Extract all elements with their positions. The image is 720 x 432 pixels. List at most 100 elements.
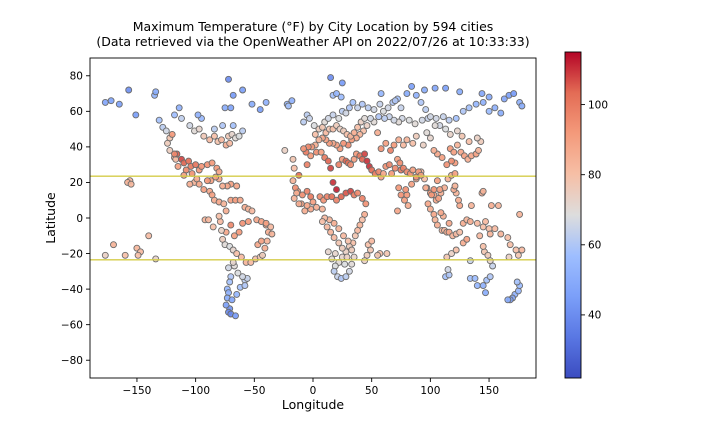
data-point bbox=[342, 109, 350, 117]
data-point bbox=[453, 141, 461, 149]
data-point bbox=[475, 146, 482, 154]
data-point bbox=[341, 260, 349, 268]
data-point bbox=[225, 75, 232, 83]
data-point bbox=[391, 164, 399, 172]
data-point bbox=[443, 161, 451, 169]
data-point bbox=[342, 273, 350, 281]
data-point bbox=[115, 100, 123, 108]
data-point bbox=[486, 273, 494, 281]
data-point bbox=[358, 100, 366, 108]
x-tick-label: 50 bbox=[365, 385, 378, 397]
data-point bbox=[513, 278, 521, 286]
data-point bbox=[473, 134, 481, 142]
data-point bbox=[453, 127, 461, 135]
data-point bbox=[303, 187, 311, 195]
data-point bbox=[328, 255, 336, 263]
data-point bbox=[227, 104, 235, 112]
data-point bbox=[426, 134, 434, 142]
data-point bbox=[370, 106, 378, 114]
data-point bbox=[452, 246, 460, 254]
data-point bbox=[390, 141, 398, 149]
data-point bbox=[377, 90, 385, 98]
data-point bbox=[235, 132, 243, 140]
data-point bbox=[408, 180, 416, 188]
data-point bbox=[381, 114, 389, 122]
data-point bbox=[152, 88, 160, 96]
y-tick-label: 0 bbox=[76, 213, 83, 225]
data-point bbox=[268, 230, 276, 238]
data-point bbox=[348, 260, 356, 268]
data-point bbox=[418, 116, 426, 124]
colorbar-ticks: 40 60 80 100 bbox=[581, 99, 608, 322]
y-tick-label: 20 bbox=[70, 177, 83, 189]
data-point bbox=[485, 93, 493, 101]
data-point bbox=[335, 225, 343, 233]
data-point bbox=[361, 114, 369, 122]
data-point bbox=[333, 90, 340, 98]
x-tick-label: −100 bbox=[181, 385, 210, 397]
data-point bbox=[234, 269, 242, 277]
data-point bbox=[303, 202, 311, 210]
data-point bbox=[317, 148, 325, 156]
data-point bbox=[210, 125, 218, 133]
data-point bbox=[430, 186, 438, 194]
data-point bbox=[318, 218, 326, 226]
data-point bbox=[497, 230, 505, 238]
data-point bbox=[327, 74, 335, 82]
data-point bbox=[466, 257, 474, 265]
data-point bbox=[206, 136, 214, 144]
data-point bbox=[239, 219, 247, 227]
reference-lines bbox=[90, 175, 536, 261]
y-tick-label: 80 bbox=[70, 71, 83, 83]
data-point bbox=[329, 111, 337, 119]
data-point bbox=[218, 136, 225, 144]
data-point bbox=[473, 282, 481, 290]
data-point bbox=[233, 290, 241, 298]
y-tick-label: 40 bbox=[70, 142, 83, 154]
data-point bbox=[107, 97, 115, 105]
data-point bbox=[166, 146, 174, 154]
data-point bbox=[473, 219, 481, 227]
x-axis-ticks: −150 −100 −50 0 50 100 150 bbox=[123, 378, 499, 397]
data-point bbox=[259, 251, 266, 259]
data-point bbox=[384, 104, 392, 112]
data-point bbox=[387, 146, 394, 154]
data-point bbox=[358, 194, 366, 202]
data-point bbox=[221, 104, 229, 112]
data-point bbox=[101, 251, 109, 259]
data-point bbox=[263, 237, 271, 245]
data-point bbox=[239, 273, 247, 281]
data-point bbox=[347, 161, 355, 169]
data-point bbox=[348, 246, 356, 254]
data-point bbox=[300, 118, 308, 126]
data-point bbox=[403, 90, 411, 98]
data-point bbox=[284, 102, 292, 110]
data-point bbox=[422, 106, 430, 114]
data-point bbox=[437, 209, 445, 217]
data-point bbox=[445, 219, 453, 227]
data-point bbox=[485, 107, 493, 115]
data-point bbox=[510, 90, 518, 98]
data-point bbox=[412, 132, 420, 140]
data-point bbox=[367, 114, 374, 122]
data-point bbox=[195, 125, 203, 133]
data-point bbox=[311, 130, 319, 138]
data-point bbox=[409, 166, 417, 174]
data-point bbox=[377, 145, 385, 153]
data-point bbox=[186, 122, 194, 130]
data-point bbox=[222, 301, 230, 309]
data-point bbox=[337, 93, 345, 101]
data-point bbox=[405, 116, 413, 124]
data-point bbox=[180, 171, 188, 179]
y-tick-label: −20 bbox=[61, 248, 83, 260]
y-tick-label: −40 bbox=[61, 284, 83, 296]
data-point bbox=[226, 139, 234, 147]
data-point bbox=[487, 202, 495, 210]
data-point bbox=[438, 154, 446, 162]
data-point bbox=[344, 237, 352, 245]
data-point bbox=[368, 237, 376, 245]
x-tick-label: −150 bbox=[123, 385, 152, 397]
data-point bbox=[289, 155, 297, 163]
data-point bbox=[383, 250, 391, 258]
